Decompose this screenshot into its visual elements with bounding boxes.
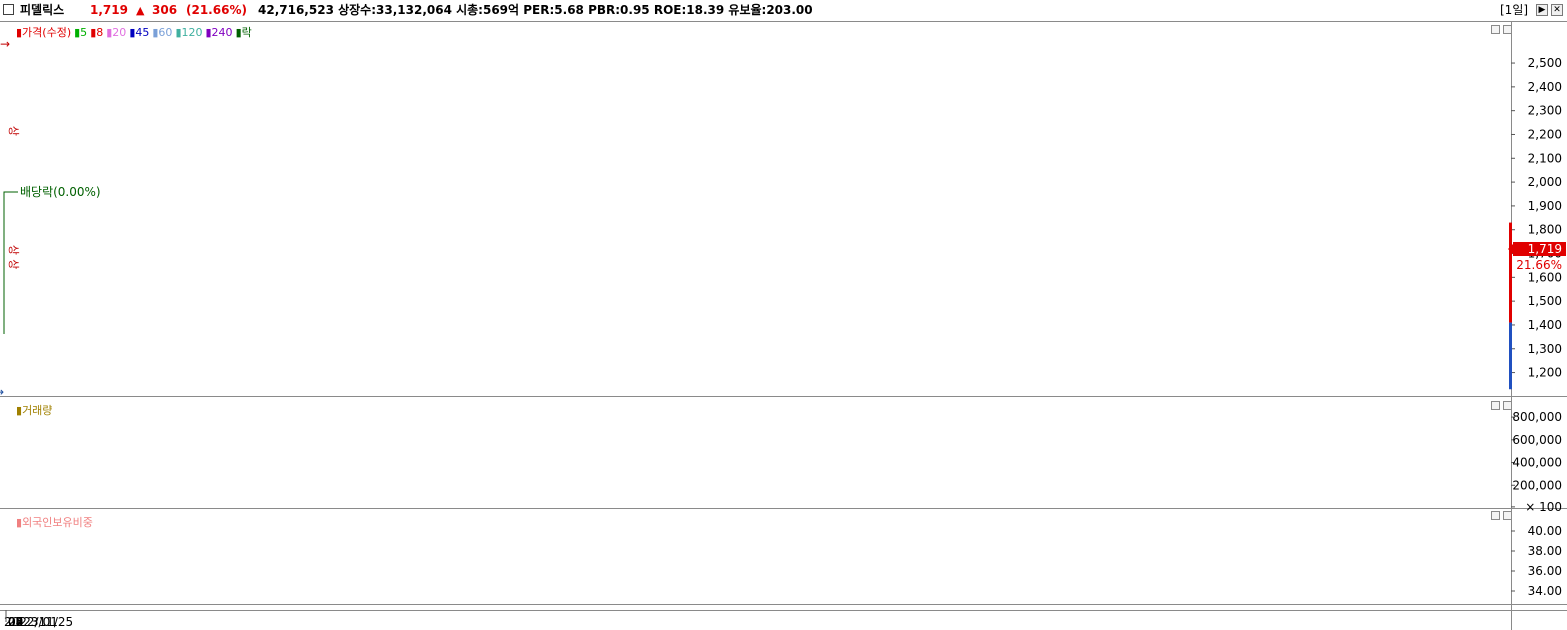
price-tick-label: 1,600 xyxy=(1528,270,1562,284)
pane-close-button[interactable] xyxy=(1503,25,1512,34)
legend-item-4: ▮45 xyxy=(129,26,150,39)
volume-tick-label: 600,000 xyxy=(1512,433,1562,447)
volume-tick-label: 200,000 xyxy=(1512,478,1562,492)
up-arrow-icon: ▲ xyxy=(136,4,145,17)
stock-name: 피델릭스 xyxy=(20,3,65,17)
annotation-low: 최저1,150(2023/05/15),33.10%→ xyxy=(0,385,4,399)
legend-item-1: ▮5 xyxy=(74,26,88,39)
current-pct-tag-text: 21.66% xyxy=(1516,258,1562,272)
price-legend: ▮가격(수정) ▮5 ▮8 ▮20 ▮45 ▮60 ▮120 ▮240 ▮락 xyxy=(16,24,255,40)
volume-tick-label: × 100 xyxy=(1525,500,1562,514)
legend-item-8: ▮락 xyxy=(235,26,252,39)
date-tick-label: 2022/11/25 xyxy=(4,615,73,629)
stock-info: 42,716,523 상장수:33,132,064 시총:569억 PER:5.… xyxy=(258,3,813,17)
foreign-legend: ▮외국인보유비중 xyxy=(16,516,93,529)
price-range-bar xyxy=(1509,322,1512,390)
stock-header: 피델릭스 1,719 ▲ 306 (21.66%) 42,716,523 상장수… xyxy=(0,0,1567,22)
current-price-tag xyxy=(1513,242,1566,256)
price-tick-label: 2,000 xyxy=(1528,175,1562,189)
date-tick-label: 07 xyxy=(8,615,23,629)
price-change-pct: (21.66%) xyxy=(186,3,247,17)
dividend-marker xyxy=(3,191,18,334)
foreign-legend-label: 외국인보유비중 xyxy=(22,516,93,529)
foreign-tick-label: 36.00 xyxy=(1528,564,1562,578)
price-tick-label: 1,400 xyxy=(1528,318,1562,332)
price-tick-label: 1,500 xyxy=(1528,294,1562,308)
foreign-tick-label: 34.00 xyxy=(1528,584,1562,598)
stock-chart: 1,2001,3001,4001,5001,6001,7001,8001,900… xyxy=(0,22,1567,630)
price-tick-label: 2,400 xyxy=(1528,80,1562,94)
date-tick-label: 02 xyxy=(8,615,23,629)
date-tick-label: 08 xyxy=(8,615,23,629)
date-tick-label: 06 xyxy=(8,615,23,629)
legend-item-0: ▮가격(수정) xyxy=(16,26,72,39)
annotation-high: 최고2,525(2023/06/14),46.89%→ xyxy=(0,37,10,51)
volume-legend: ▮거래량 xyxy=(16,404,53,417)
volume-tick-label: 400,000 xyxy=(1512,456,1562,470)
current-price: 1,719 xyxy=(90,3,128,17)
pane-close-button[interactable] xyxy=(1503,401,1512,410)
pane-maximize-button[interactable] xyxy=(1491,401,1500,410)
volume-legend-label: 거래량 xyxy=(22,404,53,417)
pane-maximize-button[interactable] xyxy=(1491,511,1500,520)
annotation-limit-up: 상 xyxy=(7,259,20,269)
price-tick-label: 2,500 xyxy=(1528,56,1562,70)
price-change: 306 xyxy=(152,3,178,17)
legend-item-3: ▮20 xyxy=(106,26,127,39)
legend-item-6: ▮120 xyxy=(175,26,203,39)
annotation-dividend: 배당락(0.00%) xyxy=(20,185,101,199)
pane-maximize-button[interactable] xyxy=(1491,25,1500,34)
legend-item-2: ▮8 xyxy=(90,26,104,39)
price-tick-label: 2,300 xyxy=(1528,104,1562,118)
annotation-limit-up: 상 xyxy=(7,126,20,136)
date-tick-label: 04 xyxy=(8,615,23,629)
price-tick-label: 2,200 xyxy=(1528,127,1562,141)
period-selector[interactable]: [1일] xyxy=(1500,3,1529,17)
select-checkbox[interactable] xyxy=(3,4,14,15)
price-tick-label: 1,200 xyxy=(1528,366,1562,380)
date-tick-label: 03 xyxy=(8,615,23,629)
foreign-tick-label: 38.00 xyxy=(1528,544,1562,558)
legend-item-5: ▮60 xyxy=(152,26,173,39)
expand-icon[interactable]: ▶ xyxy=(1536,4,1548,16)
date-tick-label: 2023/01 xyxy=(8,615,58,629)
current-price-tag-text: 1,719 xyxy=(1528,242,1562,256)
legend-item-7: ▮240 xyxy=(205,26,233,39)
price-tick-label: 1,900 xyxy=(1528,199,1562,213)
annotation-limit-up: 상 xyxy=(7,245,20,255)
price-tick-label: 2,100 xyxy=(1528,151,1562,165)
date-tick-label: 05 xyxy=(8,615,23,629)
price-range-bar xyxy=(1509,222,1512,323)
volume-tick-label: 800,000 xyxy=(1512,410,1562,424)
price-tick-label: 1,800 xyxy=(1528,223,1562,237)
close-icon[interactable]: ✕ xyxy=(1551,4,1563,16)
foreign-tick-label: 40.00 xyxy=(1528,524,1562,538)
pane-close-button[interactable] xyxy=(1503,511,1512,520)
date-tick-label: 09 xyxy=(8,615,23,629)
price-tick-label: 1,300 xyxy=(1528,342,1562,356)
